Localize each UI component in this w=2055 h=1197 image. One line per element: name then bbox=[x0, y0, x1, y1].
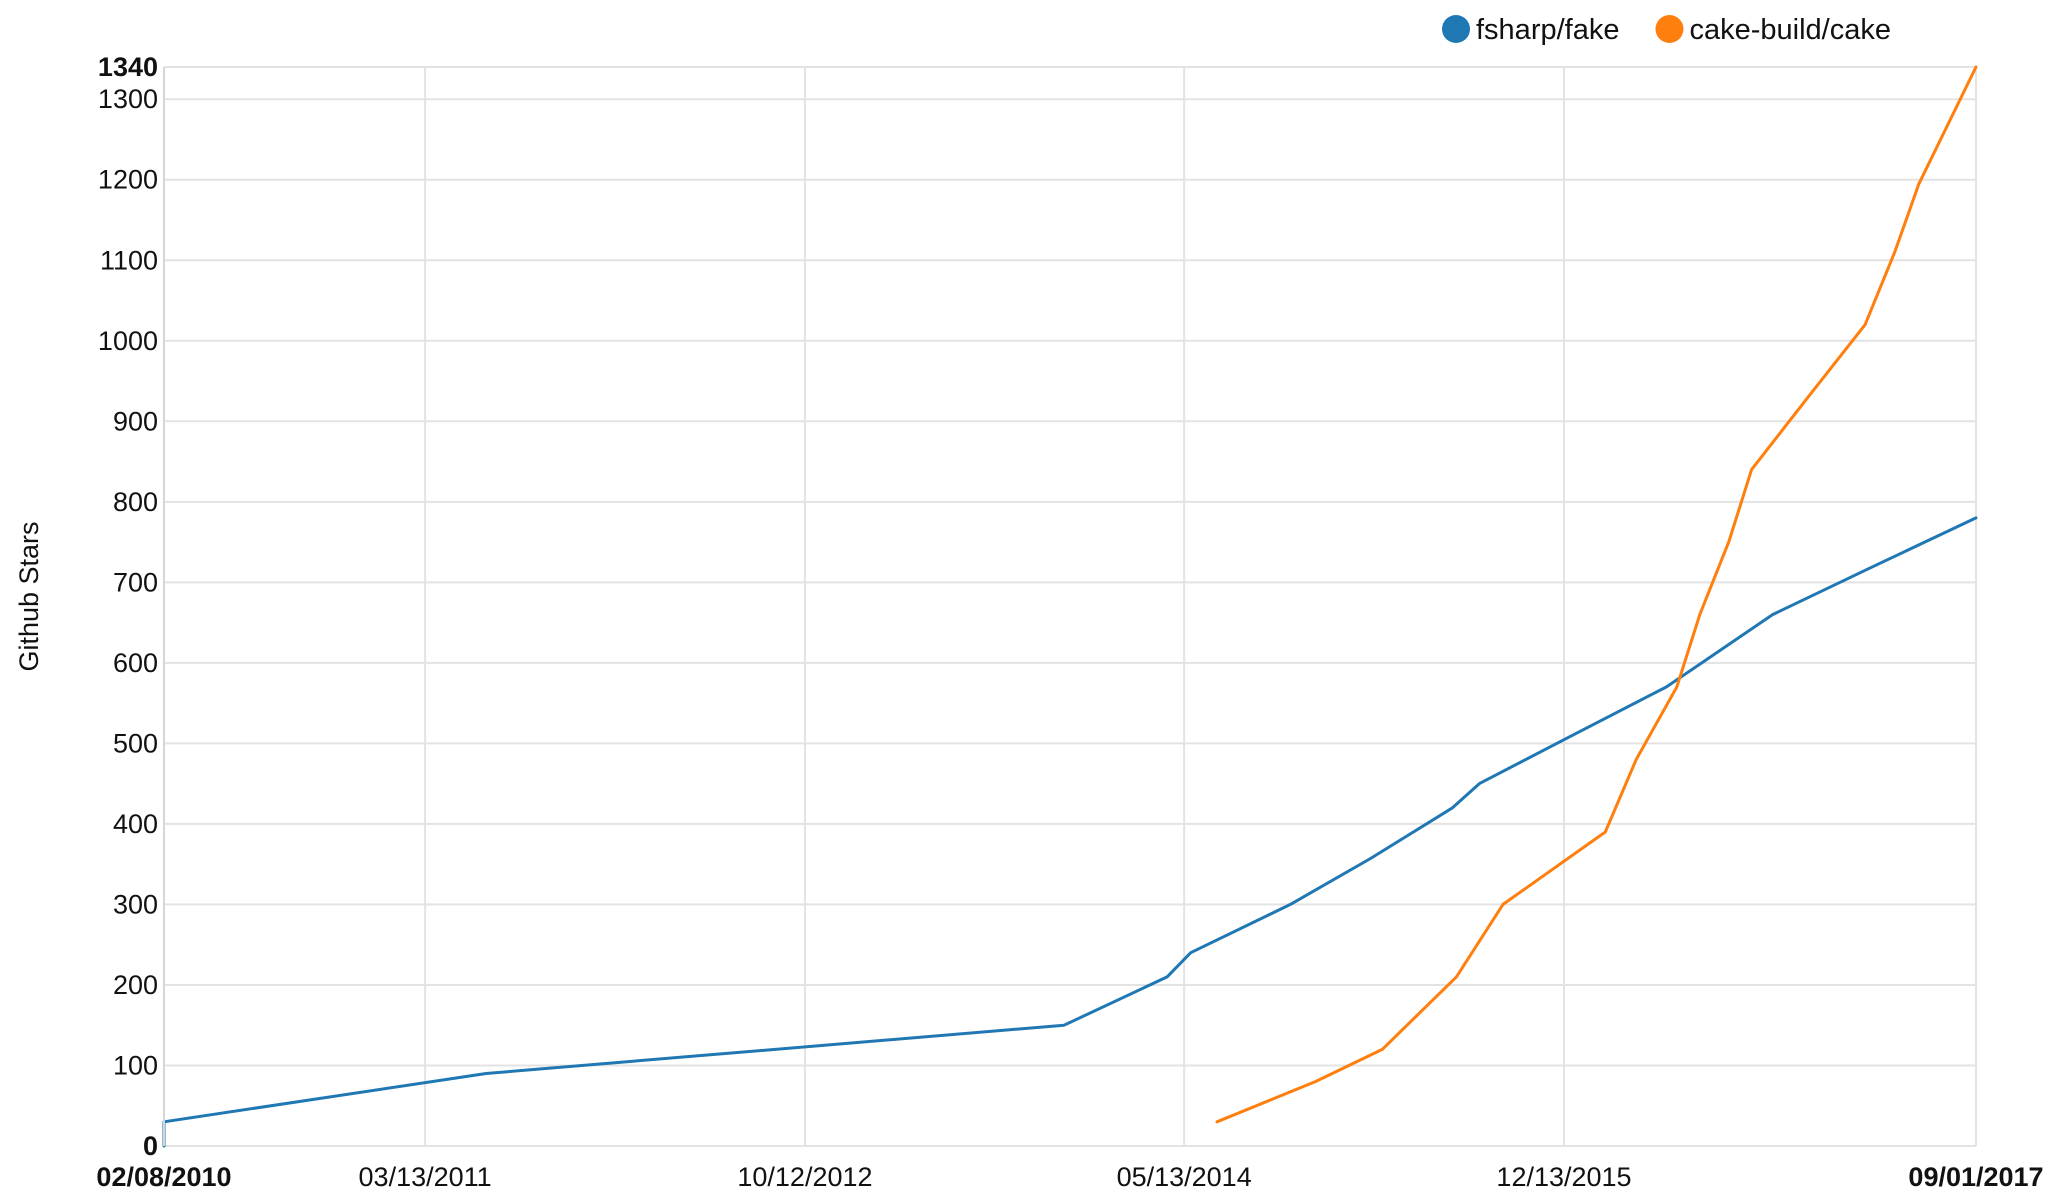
legend-label: cake-build/cake bbox=[1689, 14, 1891, 46]
y-tick-label: 600 bbox=[113, 648, 158, 678]
y-tick-label: 200 bbox=[113, 970, 158, 1000]
legend-item: fsharp/fake bbox=[1442, 14, 1619, 46]
legend-label: fsharp/fake bbox=[1476, 14, 1619, 46]
y-tick-label: 100 bbox=[113, 1050, 158, 1080]
legend-item: cake-build/cake bbox=[1655, 14, 1891, 46]
y-tick-label: 1340 bbox=[98, 52, 158, 82]
x-tick-label: 12/13/2015 bbox=[1496, 1162, 1631, 1192]
legend-swatch bbox=[1655, 15, 1684, 43]
y-tick-label: 700 bbox=[113, 567, 158, 597]
y-tick-label: 1100 bbox=[100, 245, 158, 275]
y-tick-label: 1200 bbox=[98, 165, 158, 195]
y-axis-label: Github Stars bbox=[14, 521, 44, 671]
y-tick-label: 900 bbox=[113, 406, 158, 436]
x-tick-label: 10/12/2012 bbox=[737, 1162, 872, 1192]
x-tick-label: 02/08/2010 bbox=[96, 1162, 231, 1192]
x-tick-label: 09/01/2017 bbox=[1908, 1162, 2043, 1192]
y-tick-label: 1300 bbox=[98, 84, 158, 114]
legend-swatch bbox=[1442, 15, 1470, 43]
y-tick-label: 300 bbox=[113, 889, 158, 919]
series-line-cake-build-cake bbox=[1215, 65, 1978, 1124]
y-tick-label: 0 bbox=[143, 1131, 158, 1161]
y-tick-label: 400 bbox=[113, 809, 158, 839]
gridlines bbox=[163, 66, 1977, 1147]
x-tick-label: 03/13/2011 bbox=[359, 1162, 492, 1192]
y-tick-label: 800 bbox=[113, 487, 158, 517]
y-tick-label: 1000 bbox=[98, 326, 158, 356]
series-lines bbox=[162, 65, 1978, 1148]
x-tick-label: 05/13/2014 bbox=[1117, 1162, 1252, 1192]
series-line-fsharp-fake bbox=[162, 516, 1978, 1148]
x-axis-tick-labels: 02/08/2010 03/13/2011 10/12/2012 05/13/2014… bbox=[96, 1162, 2043, 1192]
legend: fsharp/fake cake-build/cake bbox=[1442, 14, 1891, 46]
y-axis-tick-labels: 0 100 200 300 400 500 600 700 800 900 1000 1100 1200… bbox=[98, 52, 158, 1161]
y-tick-label: 500 bbox=[113, 728, 158, 758]
